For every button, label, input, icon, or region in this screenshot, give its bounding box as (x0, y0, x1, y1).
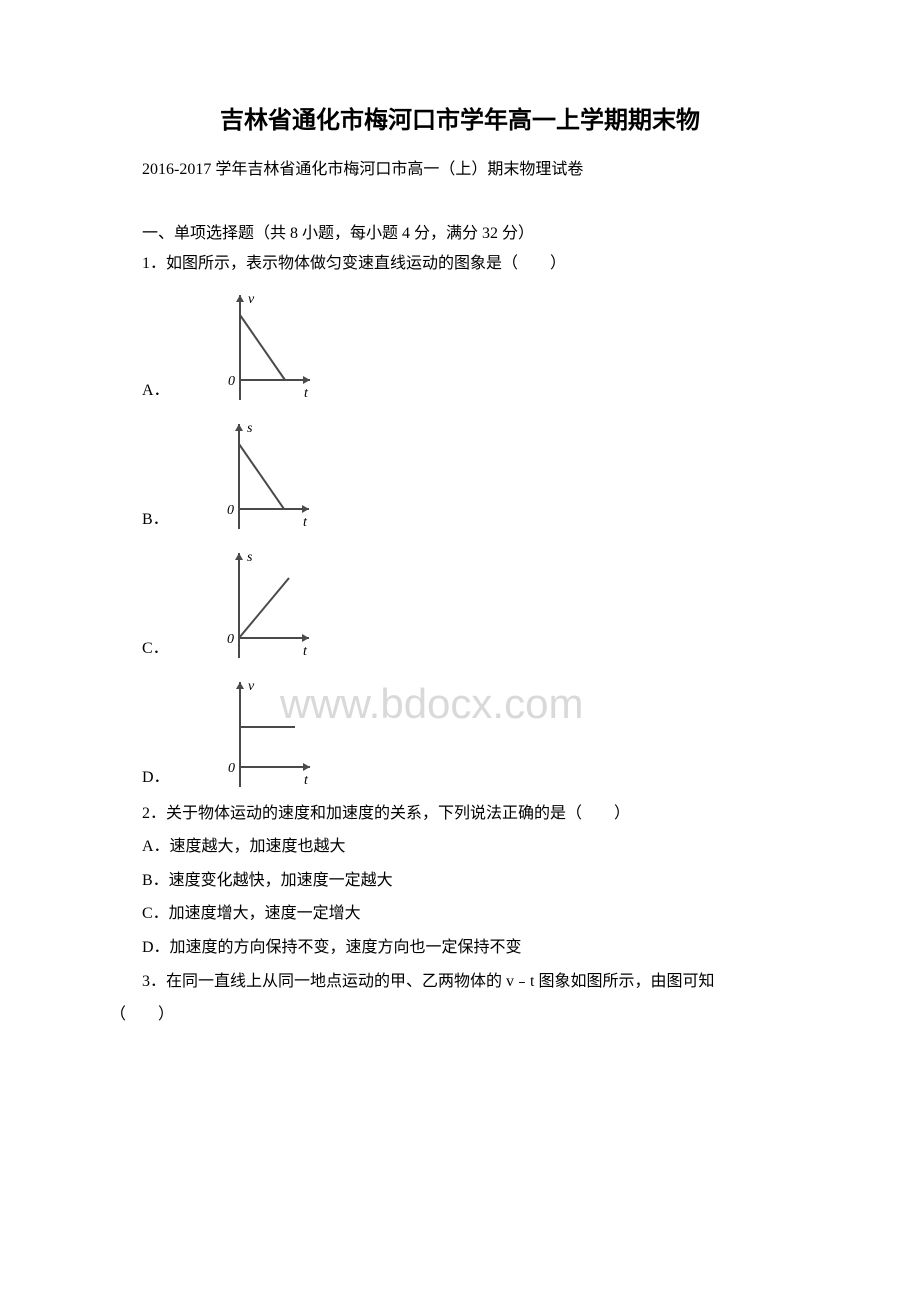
section-header: 一、单项选择题（共 8 小题，每小题 4 分，满分 32 分） (110, 219, 810, 243)
x-axis-label: t (304, 386, 309, 401)
q1-option-a: A． 0 t v (110, 285, 810, 410)
subtitle: 2016-2017 学年吉林省通化市梅河口市高一（上）期末物理试卷 (110, 155, 810, 179)
q1-option-b-label: B． (110, 505, 169, 539)
q1-graph-c: 0 t s (177, 543, 319, 668)
origin-label: 0 (228, 761, 235, 776)
q1-graph-b: 0 t s (177, 414, 319, 539)
q1-graph-d: 0 t v (178, 672, 320, 797)
document-content: 吉林省通化市梅河口市学年高一上学期期末物 2016-2017 学年吉林省通化市梅… (110, 100, 810, 1028)
y-axis-label: v (248, 679, 255, 694)
q2-option-c: C．加速度增大，速度一定增大 (110, 901, 810, 927)
y-axis-label: s (247, 421, 253, 436)
question-3-text-line1: 3．在同一直线上从同一地点运动的甲、乙两物体的 v﹣t 图象如图所示，由图可知 (110, 969, 810, 995)
x-axis-label: t (303, 644, 308, 659)
question-2-text: 2．关于物体运动的速度和加速度的关系，下列说法正确的是（ ） (110, 801, 810, 827)
q1-option-c: C． 0 t s (110, 543, 810, 668)
origin-label: 0 (228, 374, 235, 389)
page-title: 吉林省通化市梅河口市学年高一上学期期末物 (110, 100, 810, 135)
question-3-text-line2: （ ） (110, 1002, 810, 1028)
x-axis-label: t (304, 773, 309, 788)
q1-option-a-label: A． (110, 376, 170, 410)
y-axis-label: s (247, 550, 253, 565)
q1-option-b: B． 0 t s (110, 414, 810, 539)
y-axis-label: v (248, 292, 255, 307)
q2-option-a: A．速度越大，加速度也越大 (110, 834, 810, 860)
origin-label: 0 (227, 503, 234, 518)
x-axis-label: t (303, 515, 308, 530)
q1-option-d-label: D． (110, 763, 170, 797)
q1-option-c-label: C． (110, 634, 169, 668)
q1-graph-a: 0 t v (178, 285, 320, 410)
q1-option-d: D． 0 t v (110, 672, 810, 797)
question-1-text: 1．如图所示，表示物体做匀变速直线运动的图象是（ ） (110, 251, 810, 277)
q2-option-b: B．速度变化越快，加速度一定越大 (110, 868, 810, 894)
origin-label: 0 (227, 632, 234, 647)
q2-option-d: D．加速度的方向保持不变，速度方向也一定保持不变 (110, 935, 810, 961)
